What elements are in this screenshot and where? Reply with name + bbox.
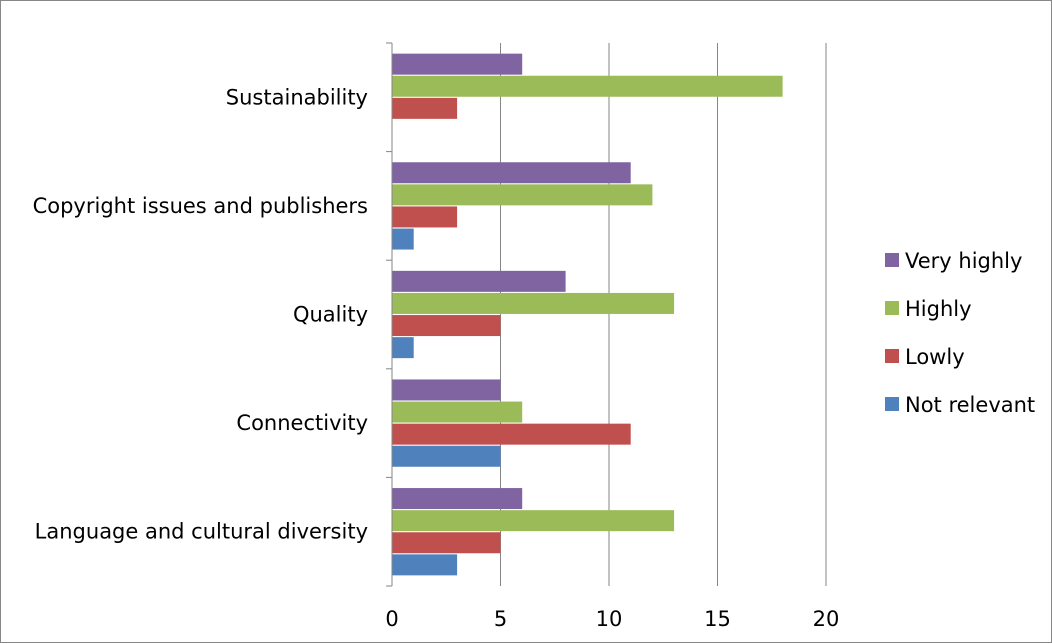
gridlines: [500, 43, 827, 586]
bar-very-highly-quality: [392, 270, 566, 292]
x-tick-label-5: 5: [494, 607, 507, 631]
legend-swatch-lowly: [885, 349, 899, 363]
bar-lowly-language-and-cultural-diversity: [392, 532, 501, 554]
legend-label-very-highly: Very highly: [905, 249, 1022, 273]
bar-highly-copyright-issues-and-publishers: [392, 184, 653, 206]
bar-lowly-copyright-issues-and-publishers: [392, 206, 458, 228]
bar-very-highly-sustainability: [392, 53, 523, 75]
x-tick-label-15: 15: [704, 607, 731, 631]
x-tick-label-10: 10: [596, 607, 623, 631]
bar-highly-language-and-cultural-diversity: [392, 510, 675, 532]
bar-not-relevant-connectivity: [392, 445, 501, 467]
legend-swatch-very-highly: [885, 253, 899, 267]
bar-not-relevant-copyright-issues-and-publishers: [392, 228, 414, 250]
legend: Very highly Highly Lowly Not relevant: [885, 249, 1035, 417]
bar-lowly-quality: [392, 315, 501, 337]
category-label-copyright-issues-and-publishers: Copyright issues and publishers: [33, 194, 368, 218]
x-tick-label-0: 0: [385, 607, 398, 631]
category-label-quality: Quality: [293, 303, 368, 327]
legend-swatch-highly: [885, 301, 899, 315]
bar-very-highly-connectivity: [392, 379, 501, 401]
bar-very-highly-language-and-cultural-diversity: [392, 488, 523, 510]
legend-label-lowly: Lowly: [905, 345, 965, 369]
category-label-sustainability: Sustainability: [226, 85, 368, 109]
bar-lowly-connectivity: [392, 423, 631, 445]
bar-highly-quality: [392, 292, 675, 314]
bar-highly-connectivity: [392, 401, 523, 423]
legend-label-highly: Highly: [905, 297, 972, 321]
bar-highly-sustainability: [392, 75, 783, 97]
x-tick-label-20: 20: [813, 607, 840, 631]
legend-label-not-relevant: Not relevant: [905, 393, 1035, 417]
bar-not-relevant-language-and-cultural-diversity: [392, 554, 458, 576]
bars: [392, 53, 783, 576]
bar-not-relevant-quality: [392, 337, 414, 359]
legend-swatch-not-relevant: [885, 397, 899, 411]
category-label-connectivity: Connectivity: [236, 411, 368, 435]
category-label-language-and-cultural-diversity: Language and cultural diversity: [35, 520, 368, 544]
bar-very-highly-copyright-issues-and-publishers: [392, 162, 631, 184]
axis-labels: Language and cultural diversity Connectiv…: [33, 85, 840, 631]
axes: [386, 42, 393, 587]
bar-lowly-sustainability: [392, 97, 458, 119]
